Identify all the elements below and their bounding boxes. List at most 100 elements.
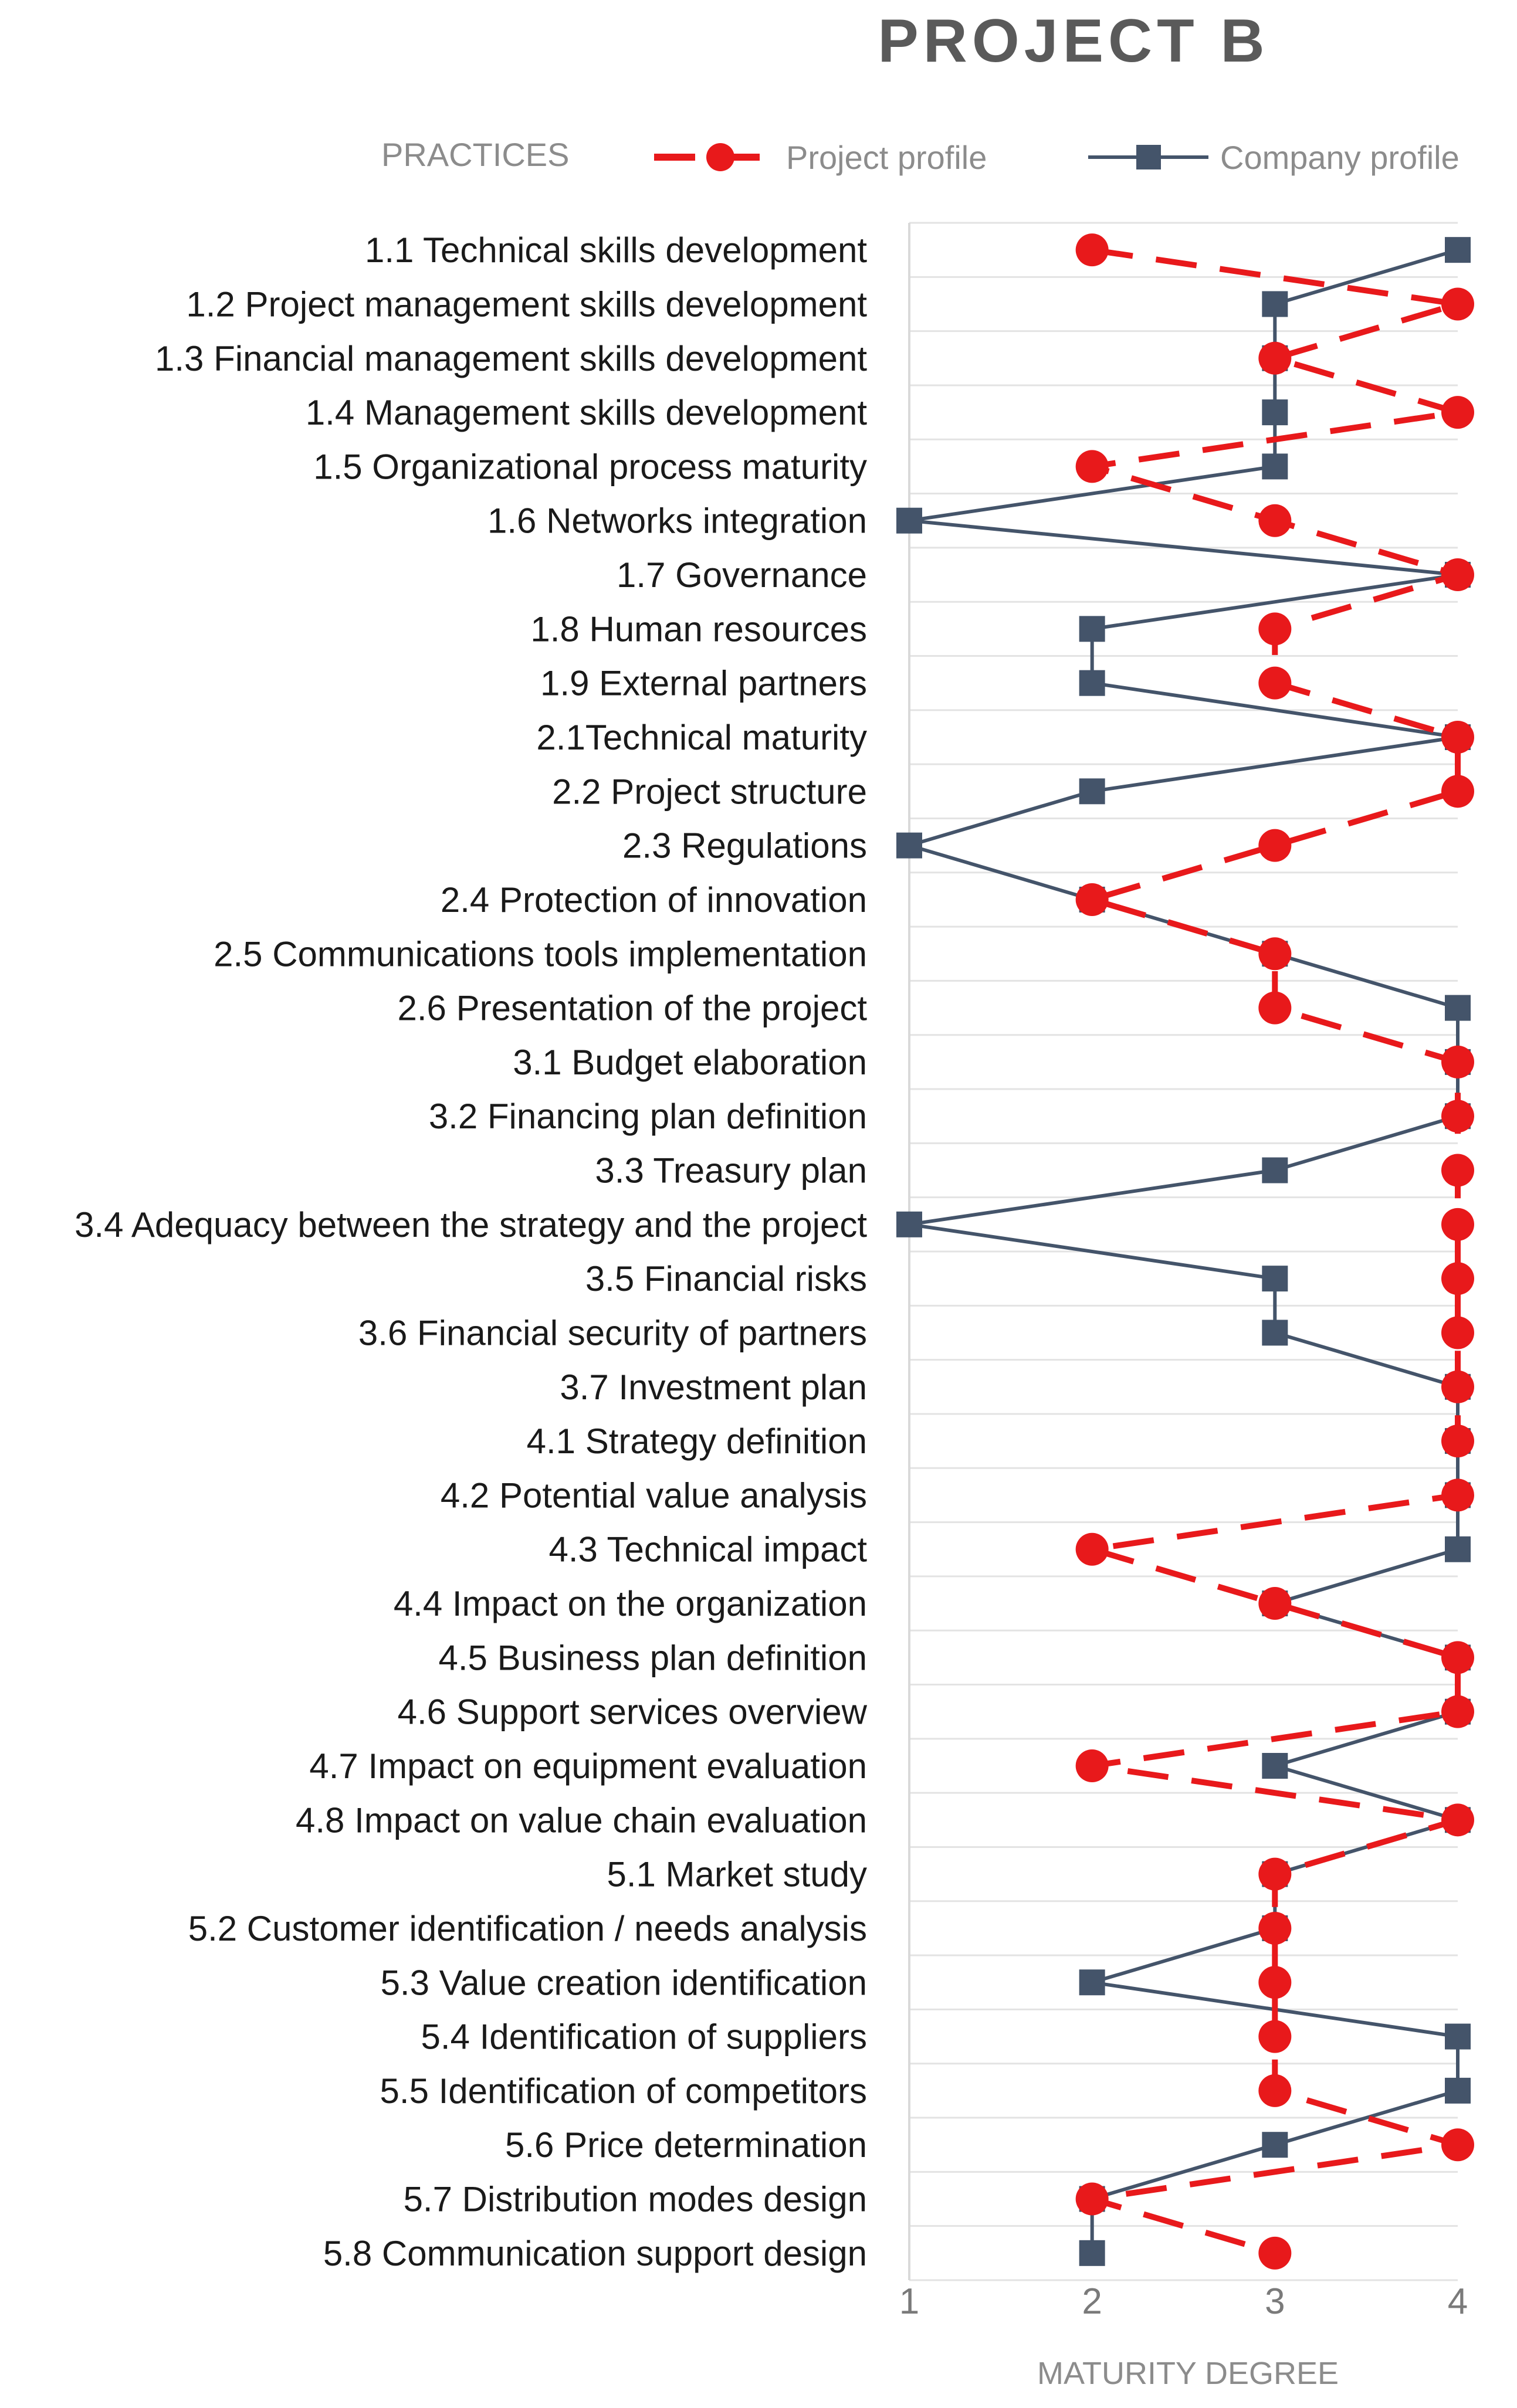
category-label: 1.3 Financial management skills developm…: [155, 339, 867, 378]
series-layer: [896, 233, 1474, 2270]
category-label: 4.8 Impact on value chain evaluation: [296, 1800, 867, 1840]
category-label: 4.3 Technical impact: [548, 1530, 867, 1569]
company-profile-marker: [1262, 453, 1288, 480]
x-axis-title: MATURITY DEGREE: [1037, 2356, 1339, 2391]
project-profile-marker: [1258, 829, 1292, 862]
category-label: 1.8 Human resources: [530, 609, 867, 649]
project-profile-marker: [1441, 1803, 1474, 1837]
project-profile-marker: [1441, 721, 1474, 754]
project-profile-marker: [1258, 666, 1292, 700]
x-tick-label: 4: [1448, 2281, 1468, 2322]
x-tick-label: 1: [899, 2281, 919, 2322]
company-profile-marker: [1079, 2240, 1105, 2266]
category-label: 3.1 Budget elaboration: [513, 1043, 867, 1082]
project-profile-marker: [1441, 1370, 1474, 1403]
project-profile-marker: [1258, 2074, 1292, 2107]
project-profile-marker: [1441, 1425, 1474, 1458]
project-profile-marker: [1075, 233, 1109, 267]
category-label: 3.4 Adequacy between the strategy and th…: [75, 1205, 867, 1244]
project-profile-marker: [1441, 1478, 1474, 1512]
category-label: 4.4 Impact on the organization: [394, 1584, 867, 1623]
company-profile-marker: [1445, 995, 1471, 1021]
project-profile-marker: [1441, 1262, 1474, 1295]
category-label: 1.2 Project management skills developmen…: [186, 284, 867, 324]
chart-title: PROJECT B: [878, 7, 1269, 75]
project-profile-marker: [1441, 1641, 1474, 1674]
category-label: 2.4 Protection of innovation: [441, 880, 867, 920]
project-profile-marker: [1075, 883, 1109, 916]
gridlines: [908, 222, 1458, 2281]
x-tick-label: 2: [1082, 2281, 1102, 2322]
category-label: 5.1 Market study: [607, 1855, 867, 1894]
company-profile-marker: [1262, 1320, 1288, 1346]
project-profile-marker: [1441, 775, 1474, 808]
category-label: 3.2 Financing plan definition: [429, 1097, 867, 1136]
category-label: 2.6 Presentation of the project: [397, 989, 867, 1028]
category-label: 5.5 Identification of competitors: [380, 2071, 867, 2111]
company-profile-marker: [1079, 778, 1105, 805]
project-profile-marker: [1258, 1966, 1292, 1999]
project-profile-marker: [1441, 1316, 1474, 1349]
company-profile-marker: [896, 507, 922, 534]
project-profile-marker: [1441, 1208, 1474, 1241]
company-profile-marker: [1262, 291, 1288, 317]
project-profile-marker: [1441, 1154, 1474, 1187]
category-label: 4.5 Business plan definition: [439, 1638, 868, 1677]
category-label: 4.1 Strategy definition: [527, 1422, 867, 1461]
category-labels: 1.1 Technical skills development 1.2 Proj…: [75, 230, 868, 2273]
company-profile-marker: [1445, 2077, 1471, 2104]
company-profile-marker: [1079, 616, 1105, 642]
company-profile-marker: [1445, 2023, 1471, 2050]
project-profile-marker: [1258, 1587, 1292, 1620]
category-label: 1.1 Technical skills development: [365, 230, 867, 270]
project-profile-marker: [1258, 341, 1292, 375]
project-profile-marker: [1258, 2020, 1292, 2053]
project-profile-marker: [1075, 2182, 1109, 2216]
legend-heading: PRACTICES: [381, 136, 570, 173]
category-label: 4.6 Support services overview: [398, 1693, 868, 1732]
category-label: 3.6 Financial security of partners: [358, 1313, 867, 1352]
project-profile-marker: [1441, 558, 1474, 592]
category-label: 2.2 Project structure: [552, 772, 867, 811]
project-profile-marker: [1258, 937, 1292, 971]
company-profile-marker: [1079, 670, 1105, 696]
x-tick-label: 3: [1265, 2281, 1285, 2322]
category-label: 3.7 Investment plan: [560, 1368, 867, 1407]
company-profile-marker: [1262, 1157, 1288, 1183]
company-profile-marker: [896, 1211, 922, 1237]
company-profile-marker: [1079, 1969, 1105, 1996]
category-label: 2.5 Communications tools implementation: [214, 934, 867, 974]
company-profile-marker: [1262, 399, 1288, 426]
project-profile-marker: [1258, 504, 1292, 537]
category-label: 4.2 Potential value analysis: [441, 1476, 867, 1515]
category-label: 5.6 Price determination: [505, 2125, 867, 2165]
project-profile-marker: [1258, 991, 1292, 1025]
category-label: 5.2 Customer identification / needs anal…: [188, 1909, 867, 1948]
legend-project-swatch-marker: [706, 143, 734, 171]
project-profile-marker: [1441, 396, 1474, 429]
category-label: 1.5 Organizational process maturity: [313, 447, 867, 486]
category-label: 5.3 Value creation identification: [381, 1963, 867, 2002]
legend-project-label: Project profile: [786, 139, 987, 176]
category-label: 5.4 Identification of suppliers: [421, 2017, 867, 2057]
project-profile-marker: [1441, 287, 1474, 321]
company-profile-marker: [1445, 1536, 1471, 1562]
project-profile-marker: [1441, 1695, 1474, 1728]
category-label: 1.9 External partners: [540, 664, 867, 703]
category-label: 1.6 Networks integration: [487, 501, 867, 541]
category-label: 5.7 Distribution modes design: [404, 2180, 867, 2219]
category-label: 4.7 Impact on equipment evaluation: [309, 1746, 867, 1786]
category-label: 1.4 Management skills development: [306, 393, 868, 432]
project-profile-marker: [1441, 1100, 1474, 1133]
legend-company-swatch-marker: [1136, 145, 1161, 169]
company-profile-marker: [1262, 1266, 1288, 1292]
company-profile-marker: [1445, 237, 1471, 263]
legend: Project profile Company profile: [654, 139, 1460, 176]
category-label: 3.3 Treasury plan: [595, 1151, 867, 1191]
project-profile-marker: [1258, 1911, 1292, 1945]
legend-company-label: Company profile: [1220, 139, 1460, 176]
project-profile-marker: [1441, 2128, 1474, 2162]
category-label: 1.7 Governance: [617, 555, 867, 595]
